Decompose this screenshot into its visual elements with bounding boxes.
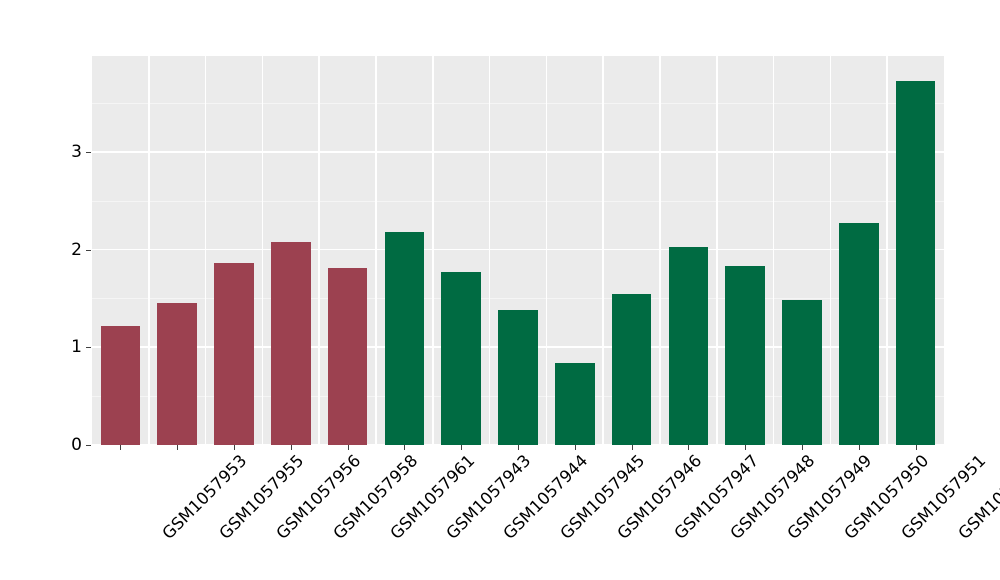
bar	[384, 231, 425, 445]
gridline-minor-vertical	[772, 56, 775, 445]
x-axis-tick-labels: GSM1057953 GSM1057955 GSM1057956 GSM1057958…	[92, 451, 1000, 579]
bar	[782, 300, 822, 445]
bar	[441, 272, 482, 445]
bar	[498, 310, 538, 445]
x-axis-tick-mark	[688, 445, 690, 450]
gridline-minor-vertical	[545, 56, 548, 445]
gridline-minor-vertical	[375, 56, 377, 445]
y-axis-tick-mark	[86, 347, 91, 349]
gridline-minor-vertical	[261, 56, 264, 445]
gridline-minor-vertical	[829, 56, 832, 445]
gridline-minor-vertical	[488, 56, 491, 445]
gridline-minor-vertical	[204, 56, 207, 445]
gridline-major-horizontal	[92, 248, 944, 251]
gridline-minor-horizontal	[92, 102, 944, 104]
y-axis-tick-label: 2	[71, 239, 82, 260]
x-axis-tick-mark	[802, 445, 803, 450]
bar	[554, 362, 595, 445]
gridline-minor-vertical	[318, 56, 320, 445]
x-axis-tick-mark	[518, 445, 519, 450]
x-axis-tick-mark	[177, 445, 179, 450]
y-axis-tick-label: 0	[71, 435, 82, 455]
gridline-minor-vertical	[148, 56, 150, 445]
x-axis-tick-mark	[120, 445, 122, 450]
x-axis-tick-marks	[92, 445, 944, 451]
y-axis-tick-label: 1	[71, 337, 82, 358]
bar	[214, 263, 254, 445]
x-axis-tick-mark	[404, 445, 406, 450]
y-axis-tick-mark	[86, 445, 91, 446]
x-axis-tick-mark	[461, 445, 463, 450]
bar	[327, 268, 368, 445]
gridline-minor-horizontal	[92, 200, 944, 202]
x-axis-tick-mark	[290, 445, 292, 450]
gridline-minor-horizontal	[92, 298, 944, 300]
x-axis-tick-mark	[915, 445, 917, 450]
bar	[725, 266, 766, 445]
bar	[270, 241, 311, 445]
bar	[157, 303, 198, 445]
bar	[611, 293, 652, 445]
y-axis-tick-label: 3	[71, 141, 82, 162]
x-axis-tick-mark	[858, 445, 860, 450]
x-axis-tick-mark	[234, 445, 235, 450]
bar	[100, 325, 141, 445]
x-axis-tick-mark	[347, 445, 349, 450]
bar	[838, 223, 879, 445]
y-axis-tick-mark	[86, 249, 91, 251]
gridline-minor-vertical	[432, 56, 434, 445]
x-axis-tick-mark	[574, 445, 576, 450]
gridline-major-horizontal	[92, 150, 944, 153]
gridline-minor-vertical	[886, 56, 888, 445]
x-axis-tick-mark	[745, 445, 747, 450]
gridline-minor-vertical	[602, 56, 604, 445]
gridline-minor-vertical	[716, 56, 718, 445]
y-axis-tick-labels: 0 1 2 3	[48, 0, 82, 580]
plot-panel	[92, 56, 944, 445]
gridline-minor-vertical	[659, 56, 661, 445]
x-axis-tick-mark	[631, 445, 633, 450]
y-axis-tick-mark	[86, 151, 91, 153]
bar	[895, 81, 936, 445]
bar	[668, 246, 709, 445]
